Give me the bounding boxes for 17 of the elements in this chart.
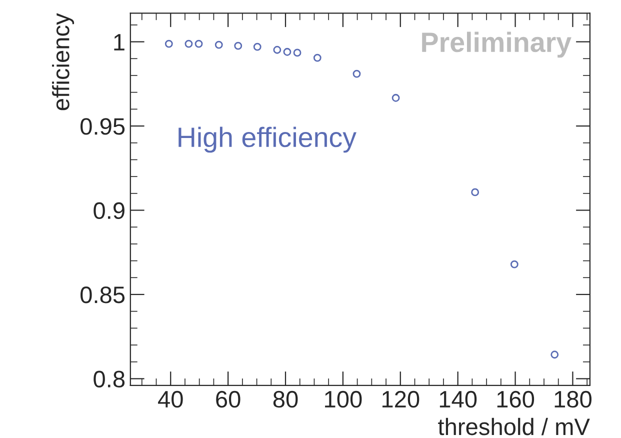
annotation: High efficiency xyxy=(178,126,356,153)
annotation: Preliminary xyxy=(422,32,572,58)
y-tick-label: 0.85 xyxy=(80,286,125,304)
x-tick-label: 80 xyxy=(273,390,298,408)
y-tick-label: 0.95 xyxy=(80,118,125,135)
x-tick-label: 40 xyxy=(158,390,183,408)
y-axis-title: efficiency xyxy=(52,13,74,110)
x-tick-label: 60 xyxy=(216,390,240,408)
x-axis-title: threshold / mV xyxy=(438,418,590,436)
x-tick-label: 140 xyxy=(440,390,477,408)
y-tick-label: 0.9 xyxy=(94,202,124,220)
x-tick-label: 160 xyxy=(497,390,534,408)
y-tick-label: 0.8 xyxy=(94,370,125,388)
y-tick-label: 1 xyxy=(114,34,124,50)
x-tick-label: 180 xyxy=(554,390,592,408)
x-tick-label: 100 xyxy=(325,390,362,408)
x-tick-label: 120 xyxy=(382,390,420,408)
